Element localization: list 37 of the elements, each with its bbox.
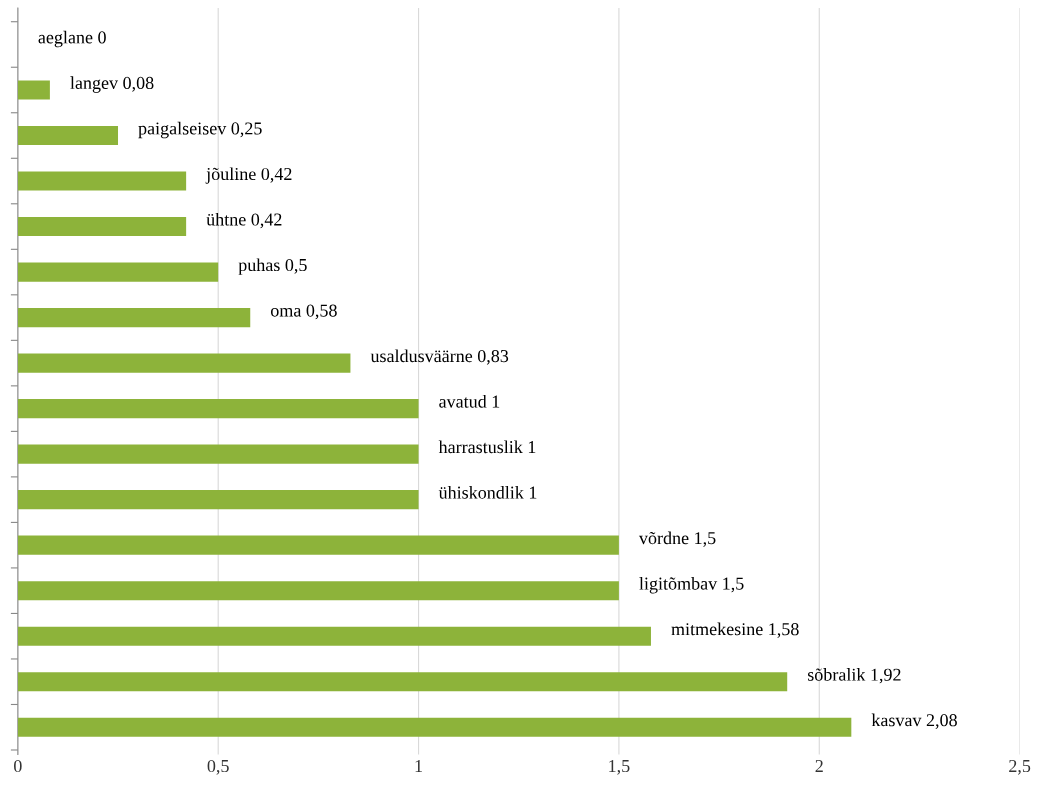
x-tick-label: 2 [815, 759, 823, 772]
bar [17, 353, 351, 373]
category-label: usaldusväärne 0,83 [370, 349, 509, 365]
bar [17, 626, 651, 646]
bar [17, 535, 619, 555]
bar [17, 444, 419, 464]
bar [17, 262, 219, 282]
category-label: langev 0,08 [70, 76, 154, 93]
category-label: oma 0,58 [270, 304, 337, 320]
category-label: ligitõmbav 1,5 [639, 577, 744, 594]
x-tick-label: 1 [415, 760, 422, 772]
bar [17, 581, 619, 601]
x-tick-label: 0,5 [207, 759, 229, 775]
x-tick-label: 2,5 [1009, 759, 1031, 775]
category-label: ühtne 0,42 [206, 212, 282, 229]
bar [17, 216, 187, 237]
bar [17, 399, 419, 419]
bar [17, 308, 251, 328]
x-tick-label: 0 [14, 759, 22, 773]
bar [17, 171, 187, 191]
category-label: paigalseisev 0,25 [138, 121, 262, 139]
category-label: jõuline 0,42 [205, 167, 292, 184]
bar [17, 490, 419, 510]
bar [17, 717, 852, 737]
bar [17, 80, 50, 100]
category-label: puhas 0,5 [238, 258, 307, 275]
category-label: kasvav 2,08 [871, 713, 957, 729]
category-label: harrastuslik 1 [438, 440, 536, 454]
category-label: ühiskondlik 1 [438, 486, 537, 499]
category-label: aeglane 0 [38, 30, 106, 48]
bar [17, 125, 119, 146]
category-label: võrdne 1,5 [638, 531, 716, 547]
category-label: sõbralik 1,92 [807, 668, 901, 684]
category-label: avatud 1 [439, 394, 500, 408]
x-tick-label: 1,5 [609, 760, 630, 775]
bar [17, 672, 788, 692]
category-label: mitmekesine 1,58 [671, 622, 799, 638]
